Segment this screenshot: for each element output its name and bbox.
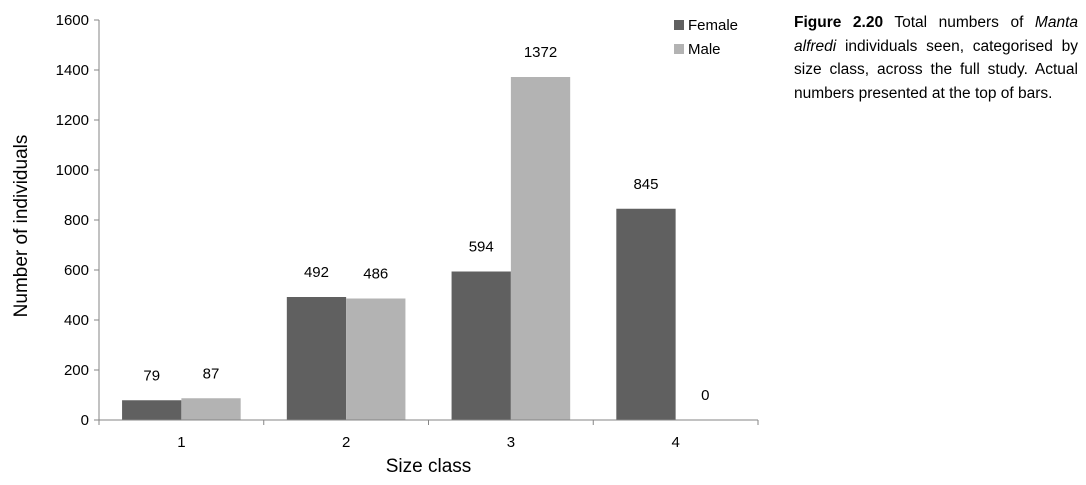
y-tick-label: 400: [64, 312, 89, 329]
legend-label-female: Female: [688, 17, 738, 34]
bar-female-1: [122, 400, 182, 420]
bar-male-2: [346, 298, 406, 420]
x-tick-label-2: 2: [342, 434, 350, 451]
bar-female-3: [451, 271, 511, 420]
caption-figure-number: Figure 2.20: [794, 14, 884, 31]
y-tick-label: 200: [64, 362, 89, 379]
caption-text-end: individuals seen, categorised by size cl…: [794, 37, 1078, 102]
y-axis-title: Number of individuals: [11, 135, 32, 318]
y-tick-label: 1600: [56, 12, 89, 29]
bar-female-4: [616, 208, 676, 420]
y-tick-label: 600: [64, 262, 89, 279]
x-tick-label-1: 1: [177, 434, 185, 451]
legend-swatch-male: [674, 44, 684, 54]
data-label-male-2: 486: [363, 266, 388, 283]
x-tick-label-4: 4: [671, 434, 679, 451]
y-tick-label: 800: [64, 212, 89, 229]
bar-female-2: [286, 297, 347, 420]
legend-swatch-female: [674, 20, 684, 30]
data-label-male-1: 87: [203, 365, 220, 382]
figure-caption: Figure 2.20 Total numbers of Manta alfre…: [794, 11, 1078, 105]
y-tick-label: 1400: [56, 62, 89, 79]
bar-chart: 0 200 400 600 800 1000 1200 1400 1600 79 492 594 845…: [11, 12, 759, 477]
data-label-female-3: 594: [469, 239, 494, 256]
data-label-female-4: 845: [633, 176, 658, 193]
legend-label-male: Male: [688, 41, 721, 58]
caption-text-start: Total numbers of: [883, 14, 1035, 31]
bar-male-1: [181, 398, 241, 420]
x-tick-label-3: 3: [507, 434, 515, 451]
y-tick-label: 1200: [56, 112, 89, 129]
bar-male-3: [510, 77, 571, 420]
data-label-male-3: 1372: [524, 44, 557, 61]
data-label-female-1: 79: [143, 367, 160, 384]
x-axis-title: Size class: [386, 456, 472, 477]
chart-svg: 0 200 400 600 800 1000 1200 1400 1600 79 492 594 845…: [11, 12, 759, 477]
data-label-male-4: 0: [701, 387, 709, 404]
data-label-female-2: 492: [304, 264, 329, 281]
y-tick-label: 0: [81, 412, 89, 429]
y-tick-label: 1000: [56, 162, 89, 179]
caption-species-name: Manta alfredi: [794, 14, 1079, 55]
